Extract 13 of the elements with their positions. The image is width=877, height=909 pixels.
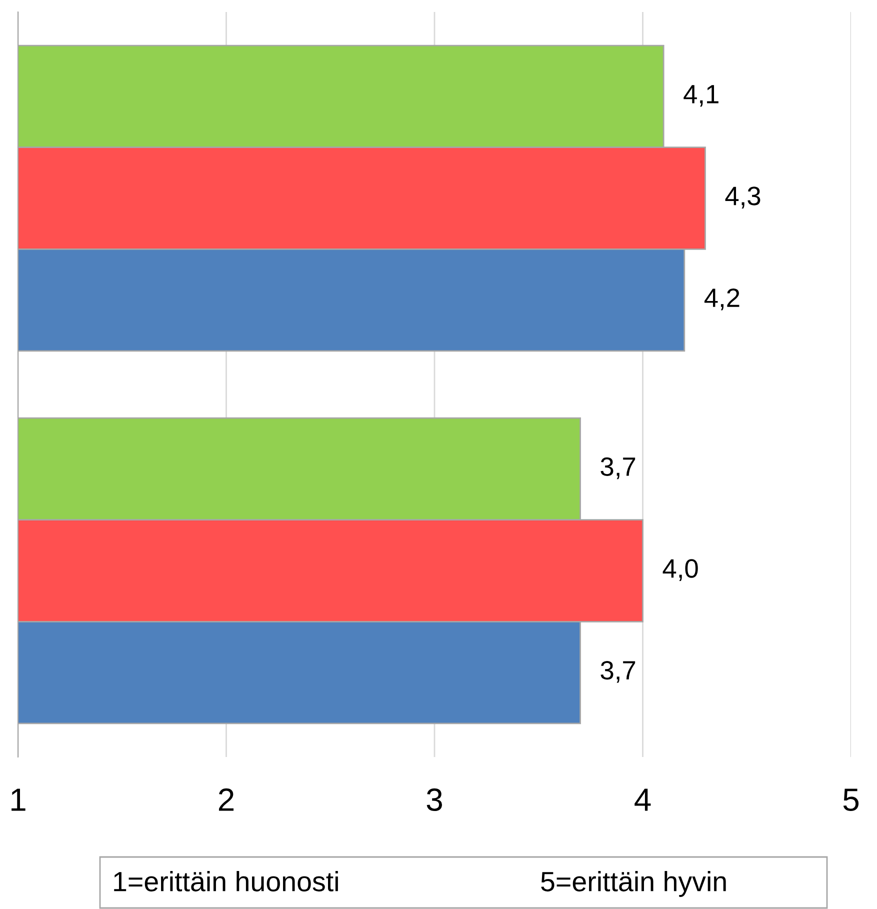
data-label: 4,1: [684, 85, 718, 107]
x-tick-label: 5: [843, 788, 859, 812]
x-tick-label: 3: [426, 788, 442, 812]
x-tick-label: 1: [12, 788, 26, 811]
data-label: 3,7: [600, 660, 636, 683]
x-tick-label: 2: [218, 788, 234, 811]
data-label: 4,2: [704, 288, 740, 310]
data-label: 3,7: [600, 457, 636, 480]
text: 5=erittäin hyvin: [541, 871, 726, 897]
x-tick-label: 4: [634, 788, 651, 811]
data-label: 4,3: [725, 186, 760, 208]
text: 1=erittäin huonosti: [114, 871, 338, 892]
data-label: 4,0: [662, 559, 698, 581]
